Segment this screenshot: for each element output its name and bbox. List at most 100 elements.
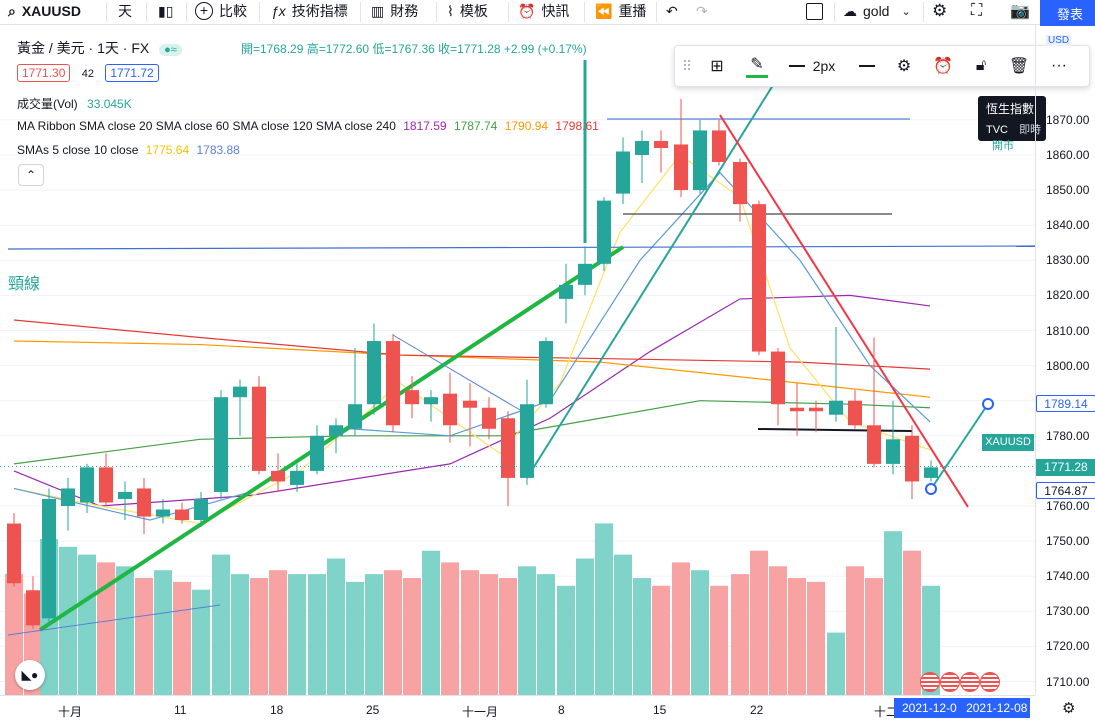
smas-legend[interactable]: SMAs 5 close 10 close 1775.64 1783.88 bbox=[17, 143, 240, 157]
divider bbox=[656, 2, 657, 22]
volume-bar bbox=[250, 578, 268, 695]
range-end: 2021-12-08 bbox=[966, 701, 1028, 715]
line-width-button[interactable]: 2px bbox=[783, 46, 841, 86]
interval-button[interactable]: 天 bbox=[118, 0, 132, 22]
interval-label: 天 bbox=[118, 3, 132, 19]
market-status-icon[interactable]: ●≈ bbox=[159, 44, 182, 56]
indicators-button[interactable]: ƒx 技術指標 bbox=[271, 0, 348, 22]
time-tick-label: 十二 bbox=[874, 705, 899, 719]
symbol-title-text: 黃金 / 美元 · 1天 · FX bbox=[17, 40, 150, 56]
candle-body bbox=[654, 140, 668, 148]
pencil-icon: ✎ bbox=[750, 56, 764, 73]
candle-body bbox=[233, 386, 247, 398]
delete-button[interactable]: 🗑︎ bbox=[1003, 46, 1035, 86]
line-style-button[interactable] bbox=[851, 46, 883, 86]
templates-button[interactable]: ⌇ 模板 bbox=[447, 0, 488, 22]
volume-bar bbox=[518, 566, 536, 695]
fullscreen-button[interactable]: ⛶ bbox=[971, 0, 982, 22]
ma-line bbox=[13, 319, 931, 370]
axis-settings-button[interactable]: ⚙ bbox=[1062, 699, 1075, 717]
sell-price[interactable]: 1771.30 bbox=[17, 64, 71, 82]
ohlc-values: 開=1768.29 高=1772.60 低=1767.36 收=1771.28 … bbox=[241, 42, 587, 56]
candle-body bbox=[463, 400, 477, 408]
drawing-handle bbox=[982, 398, 994, 410]
tooltip-source: TVC bbox=[986, 124, 1008, 136]
settings-button[interactable]: ⚙ bbox=[932, 0, 947, 22]
ma-line bbox=[13, 154, 931, 525]
chart-type-button[interactable]: ▮▯ bbox=[158, 0, 179, 22]
compare-button[interactable]: + 比較 bbox=[195, 0, 247, 22]
us-flag-event-icon[interactable] bbox=[920, 672, 940, 692]
us-flag-event-icon[interactable] bbox=[960, 672, 980, 692]
candle-body bbox=[809, 407, 823, 412]
time-axis[interactable]: 十月 11 18 25 十一月 8 15 22 十二 2021-12-0 2021-12-08 bbox=[0, 695, 1035, 720]
volume-bar bbox=[269, 570, 287, 695]
ma-line bbox=[13, 340, 931, 398]
symbol-search[interactable]: ⌕ XAUUSD bbox=[8, 0, 81, 22]
date-range-highlight: 2021-12-0 2021-12-08 bbox=[894, 698, 1030, 718]
price-tick-label: 1820.00 bbox=[1046, 288, 1090, 303]
us-flag-event-icon[interactable] bbox=[980, 672, 1000, 692]
redo-button[interactable]: ↷ bbox=[696, 0, 708, 22]
divider bbox=[186, 2, 187, 22]
volume-bar bbox=[846, 566, 864, 695]
snapshot-button[interactable]: 📷 bbox=[1010, 0, 1030, 22]
divider bbox=[106, 2, 107, 22]
price-tick-label: 1810.00 bbox=[1046, 323, 1090, 338]
ma-ribbon-legend[interactable]: MA Ribbon SMA close 20 SMA close 60 SMA … bbox=[17, 119, 599, 133]
price-axis[interactable]: USD 1870.00 1860.00 1850.00 1840.00 1830.00 1… bbox=[1035, 25, 1095, 695]
moving-average-lines bbox=[13, 154, 931, 525]
price-tick-label: 1750.00 bbox=[1046, 534, 1090, 549]
undo-button[interactable]: ↶ bbox=[666, 0, 678, 22]
volume-bar bbox=[97, 562, 115, 695]
chevron-down-icon: ⌄ bbox=[901, 5, 911, 18]
price-tick-label: 1780.00 bbox=[1046, 428, 1090, 443]
currency-label[interactable]: USD bbox=[1046, 35, 1072, 46]
layout-menu[interactable]: ☁ gold ⌄ bbox=[843, 0, 911, 22]
candle-body bbox=[310, 435, 324, 471]
candle-body bbox=[848, 400, 862, 426]
us-flag-event-icon[interactable] bbox=[940, 672, 960, 692]
line-style-icon bbox=[859, 65, 875, 67]
volume-bar bbox=[614, 554, 632, 695]
alert-button[interactable]: ⏰ 快訊 bbox=[518, 0, 569, 22]
symbol-price-label: XAUUSD bbox=[982, 434, 1034, 451]
volume-bar bbox=[346, 581, 364, 695]
volume-bar bbox=[731, 574, 749, 695]
layout-toggle[interactable] bbox=[806, 0, 823, 22]
lock-button[interactable]: 🔓︎ bbox=[965, 46, 997, 86]
gear-icon: ⚙ bbox=[932, 1, 948, 20]
candle-body bbox=[405, 390, 419, 405]
drawing-settings-button[interactable]: ⚙ bbox=[888, 46, 920, 86]
volume-bars bbox=[5, 523, 940, 695]
symbol-title: 黃金 / 美元 · 1天 · FX ●≈ bbox=[17, 38, 182, 58]
candle-body bbox=[214, 397, 228, 492]
templates-icon: ⌇ bbox=[447, 2, 454, 19]
tooltip-status: 開市 bbox=[992, 140, 1014, 152]
tradingview-logo[interactable]: ◣● bbox=[15, 660, 45, 690]
candle-body bbox=[118, 491, 132, 499]
candle-body bbox=[597, 200, 611, 264]
line-color-button[interactable]: ✎ bbox=[739, 46, 775, 86]
templates-icon[interactable]: ⊞ bbox=[710, 58, 724, 75]
drawing-handle bbox=[925, 483, 937, 495]
volume-legend[interactable]: 成交量(Vol) 33.045K bbox=[17, 95, 132, 112]
templates-label: 模板 bbox=[459, 3, 488, 19]
financials-button[interactable]: ▥ 財務 bbox=[371, 0, 418, 22]
candle-body bbox=[635, 140, 649, 155]
alert-button[interactable]: ⏰ bbox=[927, 46, 959, 86]
candle-body bbox=[771, 351, 785, 405]
collapse-legend-button[interactable]: ⌃ bbox=[18, 164, 44, 186]
neckline-label[interactable]: 頸線 bbox=[8, 276, 41, 293]
more-button[interactable]: ··· bbox=[1043, 46, 1075, 86]
candle-body bbox=[194, 498, 208, 521]
price-chart[interactable] bbox=[0, 25, 1035, 695]
publish-button[interactable]: 發表 bbox=[1040, 0, 1095, 26]
buy-price[interactable]: 1771.72 bbox=[105, 64, 159, 82]
plus-circle-icon: + bbox=[195, 2, 213, 20]
replay-button[interactable]: ⏪ 重播 bbox=[595, 0, 646, 22]
drag-handle-icon[interactable]: ⠿ bbox=[681, 57, 693, 74]
divider bbox=[584, 2, 585, 22]
divider bbox=[923, 2, 924, 22]
time-tick-label: 11 bbox=[174, 703, 187, 717]
